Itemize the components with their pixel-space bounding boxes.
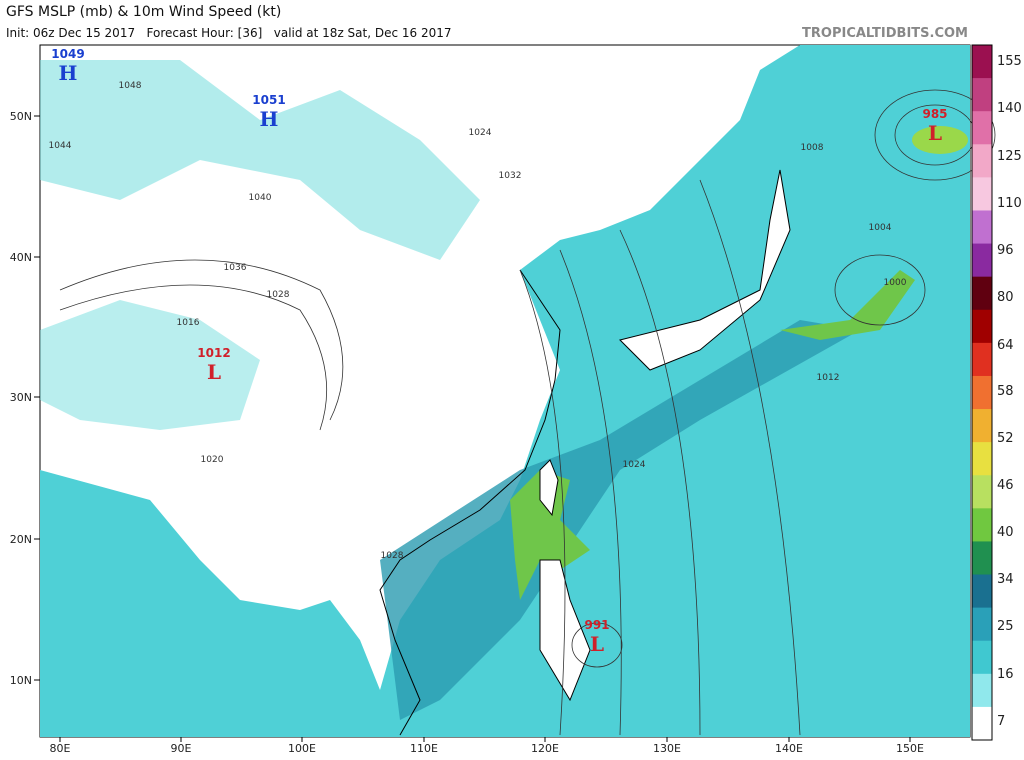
colorbar-segment (972, 607, 992, 642)
colorbar-segment (972, 276, 992, 311)
colorbar-label: 40 (997, 525, 1014, 540)
longitude-label: 130E (653, 742, 681, 755)
isobar-label: 1004 (869, 223, 892, 233)
isobar-label: 1012 (817, 373, 840, 383)
isobar-label: 1036 (224, 263, 247, 273)
storm-wind (912, 126, 968, 154)
colorbar-label: 34 (997, 572, 1014, 587)
longitude-label: 110E (410, 742, 438, 755)
latitude-label: 20N (10, 533, 32, 546)
center-value: 1051 (252, 93, 285, 107)
map-area: 1048 1044 1040 1036 1028 1024 1032 1020 1016 1008… (39, 44, 996, 738)
colorbar-label: 7 (997, 714, 1005, 729)
strong-wind-band (380, 320, 860, 720)
title: GFS MSLP (mb) & 10m Wind Speed (kt) (6, 4, 281, 20)
longitude-label: 90E (171, 742, 192, 755)
center-value: 991 (584, 618, 609, 632)
colorbar-label: 80 (997, 290, 1014, 305)
center-symbol: L (590, 632, 604, 656)
colorbar-label: 58 (997, 384, 1014, 399)
colorbar-segment (972, 342, 992, 377)
colorbar-label: 52 (997, 431, 1014, 446)
isobar-label: 1040 (249, 193, 272, 203)
colorbar-segment (972, 375, 992, 410)
subtitle: Init: 06z Dec 15 2017 Forecast Hour: [36… (6, 26, 452, 40)
colorbar-label: 155 (997, 54, 1022, 69)
colorbar-segment (972, 673, 992, 708)
ocean-wind-field (40, 45, 970, 737)
colorbar-segment (972, 210, 992, 245)
colorbar-segment (972, 45, 992, 79)
isobar-label: 1024 (469, 128, 492, 138)
latitude-label: 40N (10, 251, 32, 264)
isobar-label: 1028 (381, 551, 404, 561)
center-symbol: L (207, 360, 221, 384)
latitude-label: 30N (10, 391, 32, 404)
colorbar-segment (972, 475, 992, 509)
latitude-label: 10N (10, 674, 32, 687)
isobar-label: 1000 (884, 278, 907, 288)
colorbar-segment (972, 706, 992, 741)
isobar-label: 1024 (623, 460, 646, 470)
center-symbol: H (59, 61, 78, 85)
colorbar-segment (972, 409, 992, 443)
isobar-label: 1044 (49, 141, 72, 151)
isobar-label: 1020 (201, 455, 224, 465)
colorbar-segment (972, 78, 992, 112)
colorbar-label: 125 (997, 149, 1022, 164)
gale-zone-east (780, 270, 915, 340)
isobar-label: 1016 (177, 318, 200, 328)
colorbar-segment (972, 177, 992, 211)
isobar-label: 1032 (499, 171, 522, 181)
isobar-label: 1028 (267, 290, 290, 300)
isobar-label: 1008 (801, 143, 824, 153)
plateau-wind-area (40, 300, 260, 430)
isobar-label: 1048 (119, 81, 142, 91)
center-value: 1012 (197, 346, 230, 360)
colorbar-label: 140 (997, 101, 1022, 116)
longitude-label: 140E (775, 742, 803, 755)
colorbar-segment (972, 541, 992, 576)
colorbar-segment (972, 243, 992, 278)
land-wind-area (40, 60, 480, 260)
colorbar-label: 46 (997, 478, 1014, 493)
colorbar-segment (972, 508, 992, 542)
site-name: TROPICALTIDBITS.COM (802, 26, 968, 41)
colorbar-segment (972, 442, 992, 476)
colorbar-label: 16 (997, 667, 1014, 682)
gale-zone (510, 470, 590, 600)
longitude-label: 150E (896, 742, 924, 755)
center-symbol: L (928, 121, 942, 145)
longitude-label: 80E (50, 742, 71, 755)
islands (539, 169, 791, 702)
colorbar-frame (971, 44, 993, 741)
colorbar-segment (972, 111, 992, 145)
colorbar-segment (972, 640, 992, 675)
colorbar-label: 25 (997, 619, 1014, 634)
longitude-label: 100E (288, 742, 316, 755)
colorbar-label: 96 (997, 243, 1014, 258)
colorbar-label: 64 (997, 338, 1014, 353)
center-symbol: H (260, 107, 279, 131)
colorbar-segment (972, 309, 992, 344)
isobars (59, 89, 996, 736)
center-value: 1049 (51, 47, 84, 61)
longitude-label: 120E (531, 742, 559, 755)
colorbar-segment (972, 574, 992, 609)
latitude-label: 50N (10, 110, 32, 123)
center-value: 985 (922, 107, 947, 121)
colorbar-segment (972, 144, 992, 178)
colorbar-label: 110 (997, 196, 1022, 211)
coastline (379, 269, 561, 736)
